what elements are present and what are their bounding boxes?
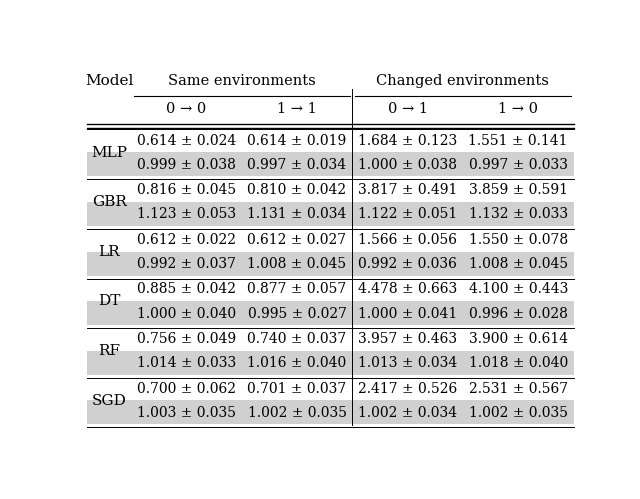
Text: Changed environments: Changed environments [376,74,549,88]
Text: 0.612 ± 0.027: 0.612 ± 0.027 [248,233,347,247]
Text: 3.957 ± 0.463: 3.957 ± 0.463 [358,332,457,346]
Text: SGD: SGD [92,394,127,408]
Text: 1.018 ± 0.040: 1.018 ± 0.040 [468,356,568,370]
Text: 1.002 ± 0.034: 1.002 ± 0.034 [358,406,457,420]
Text: 3.900 ± 0.614: 3.900 ± 0.614 [468,332,568,346]
Text: RF: RF [99,344,120,358]
Text: 0.885 ± 0.042: 0.885 ± 0.042 [137,282,236,296]
Text: 3.859 ± 0.591: 3.859 ± 0.591 [468,183,568,197]
Text: 0 → 0: 0 → 0 [166,102,207,116]
Text: 1.008 ± 0.045: 1.008 ± 0.045 [468,257,568,271]
Text: 0.995 ± 0.027: 0.995 ± 0.027 [248,306,346,320]
Text: 1.014 ± 0.033: 1.014 ± 0.033 [137,356,236,370]
Text: 1.000 ± 0.040: 1.000 ± 0.040 [137,306,236,320]
Text: 0.701 ± 0.037: 0.701 ± 0.037 [248,382,347,396]
Text: 2.531 ± 0.567: 2.531 ± 0.567 [468,382,568,396]
Text: 1.132 ± 0.033: 1.132 ± 0.033 [468,208,568,222]
Bar [88,301,573,325]
Bar [88,251,573,275]
Text: 1.013 ± 0.034: 1.013 ± 0.034 [358,356,457,370]
Text: 4.478 ± 0.663: 4.478 ± 0.663 [358,282,457,296]
Text: DT: DT [98,294,120,308]
Text: 1.122 ± 0.051: 1.122 ± 0.051 [358,208,457,222]
Text: 0.816 ± 0.045: 0.816 ± 0.045 [137,183,236,197]
Text: 0.999 ± 0.038: 0.999 ± 0.038 [137,158,236,172]
Text: 0.992 ± 0.037: 0.992 ± 0.037 [137,257,236,271]
Text: 0.756 ± 0.049: 0.756 ± 0.049 [137,332,236,346]
Text: 1.016 ± 0.040: 1.016 ± 0.040 [248,356,347,370]
Text: 1 → 1: 1 → 1 [277,102,317,116]
Text: 1.002 ± 0.035: 1.002 ± 0.035 [468,406,568,420]
Text: 1.551 ± 0.141: 1.551 ± 0.141 [468,134,568,148]
Text: 0.614 ± 0.019: 0.614 ± 0.019 [248,134,347,148]
Text: 3.817 ± 0.491: 3.817 ± 0.491 [358,183,458,197]
Text: 0.997 ± 0.034: 0.997 ± 0.034 [248,158,347,172]
Text: 1.131 ± 0.034: 1.131 ± 0.034 [247,208,347,222]
Text: 0.810 ± 0.042: 0.810 ± 0.042 [248,183,347,197]
Text: 0.992 ± 0.036: 0.992 ± 0.036 [358,257,457,271]
Text: 1.002 ± 0.035: 1.002 ± 0.035 [248,406,346,420]
Text: 0.996 ± 0.028: 0.996 ± 0.028 [468,306,568,320]
Text: 0 → 1: 0 → 1 [388,102,428,116]
Text: 1.550 ± 0.078: 1.550 ± 0.078 [468,233,568,247]
Bar [88,400,573,424]
Bar [88,152,573,177]
Text: 1 → 0: 1 → 0 [498,102,538,116]
Text: 0.740 ± 0.037: 0.740 ± 0.037 [248,332,347,346]
Text: 1.008 ± 0.045: 1.008 ± 0.045 [248,257,347,271]
Bar [88,351,573,375]
Text: 0.612 ± 0.022: 0.612 ± 0.022 [137,233,236,247]
Text: 0.877 ± 0.057: 0.877 ± 0.057 [248,282,347,296]
Text: 1.684 ± 0.123: 1.684 ± 0.123 [358,134,457,148]
Bar [88,202,573,226]
Text: Same environments: Same environments [168,74,316,88]
Text: GBR: GBR [92,195,127,210]
Text: LR: LR [99,245,120,259]
Text: 1.003 ± 0.035: 1.003 ± 0.035 [137,406,236,420]
Text: 2.417 ± 0.526: 2.417 ± 0.526 [358,382,457,396]
Text: 1.566 ± 0.056: 1.566 ± 0.056 [358,233,457,247]
Text: 0.614 ± 0.024: 0.614 ± 0.024 [137,134,236,148]
Text: 0.700 ± 0.062: 0.700 ± 0.062 [137,382,236,396]
Text: 0.997 ± 0.033: 0.997 ± 0.033 [468,158,568,172]
Text: 1.123 ± 0.053: 1.123 ± 0.053 [137,208,236,222]
Text: MLP: MLP [92,146,127,160]
Text: 1.000 ± 0.038: 1.000 ± 0.038 [358,158,457,172]
Text: 4.100 ± 0.443: 4.100 ± 0.443 [468,282,568,296]
Text: 1.000 ± 0.041: 1.000 ± 0.041 [358,306,457,320]
Text: Model: Model [85,74,134,88]
